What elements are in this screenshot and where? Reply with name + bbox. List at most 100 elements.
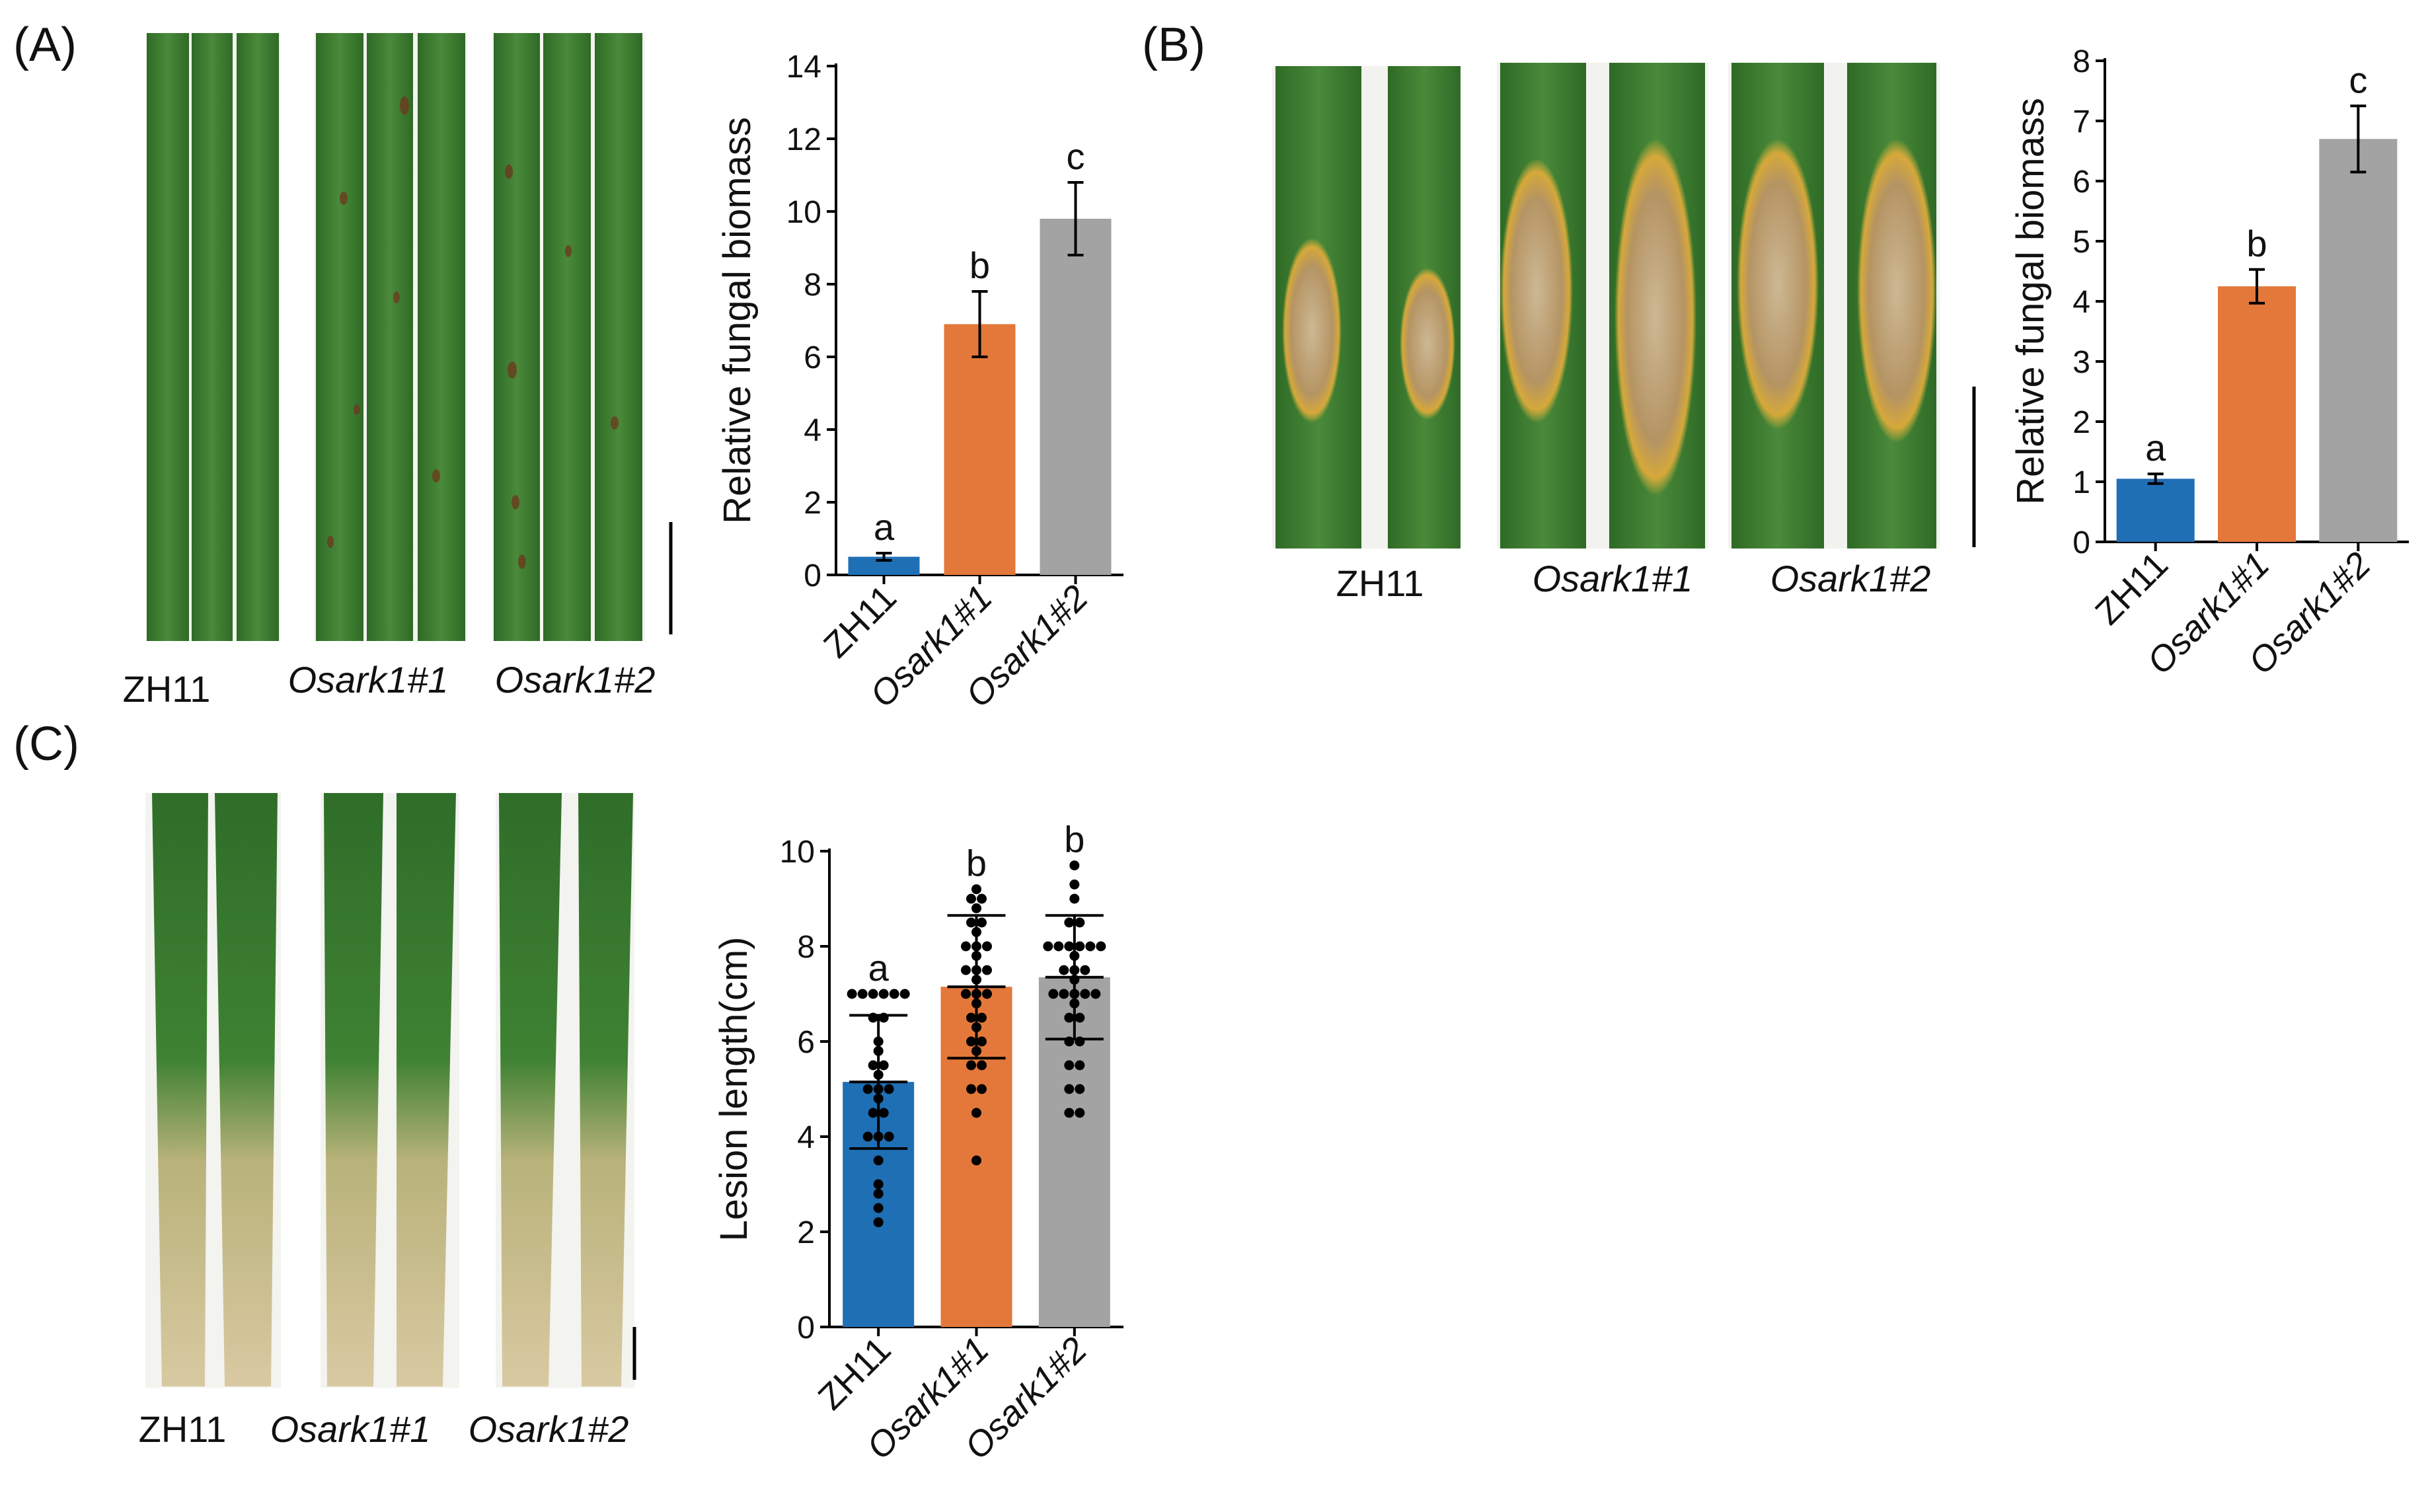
data-point-osark1-1 bbox=[966, 893, 976, 904]
data-point-zh11 bbox=[899, 989, 910, 999]
data-point-osark1-2 bbox=[1096, 941, 1106, 952]
panel-label-a: (A) bbox=[13, 19, 77, 71]
data-point-zh11 bbox=[878, 989, 889, 999]
significance-letter: a bbox=[874, 506, 895, 548]
data-point-osark1-2 bbox=[1075, 1108, 1085, 1118]
data-point-zh11 bbox=[868, 1060, 878, 1071]
significance-letter: b bbox=[2246, 223, 2267, 264]
data-point-zh11 bbox=[884, 1131, 894, 1142]
data-point-zh11 bbox=[862, 1131, 873, 1142]
panel-a-leaves-osark1-2 bbox=[492, 33, 645, 641]
data-point-osark1-1 bbox=[982, 989, 992, 999]
data-point-osark1-2 bbox=[1090, 989, 1101, 999]
data-point-osark1-1 bbox=[977, 1060, 987, 1071]
significance-letter: a bbox=[868, 947, 890, 989]
y-axis-label: Relative fungal biomass bbox=[2009, 98, 2052, 505]
bar-osark1-2 bbox=[2319, 139, 2398, 543]
y-tick-label: 1 bbox=[2072, 465, 2090, 500]
panel-c-leaves-zh11 bbox=[145, 793, 281, 1388]
data-point-osark1-2 bbox=[1043, 941, 1053, 952]
data-point-osark1-2 bbox=[1075, 1084, 1085, 1094]
x-tick-label-zh11: ZH11 bbox=[816, 578, 904, 665]
y-tick-label: 8 bbox=[797, 930, 815, 965]
data-point-zh11 bbox=[857, 989, 868, 999]
bar-osark1-2 bbox=[1040, 219, 1112, 575]
data-point-osark1-2 bbox=[1069, 893, 1080, 904]
panel-b-leaves-osark1-2 bbox=[1728, 63, 1940, 548]
y-tick-label: 10 bbox=[780, 835, 815, 870]
y-tick-label: 12 bbox=[786, 122, 821, 157]
data-point-zh11 bbox=[868, 1108, 878, 1118]
data-point-zh11 bbox=[847, 989, 857, 999]
y-tick-label: 10 bbox=[786, 195, 821, 230]
data-point-osark1-1 bbox=[966, 1084, 976, 1094]
data-point-osark1-2 bbox=[1064, 941, 1075, 952]
y-tick-label: 2 bbox=[797, 1215, 815, 1250]
y-tick-label: 7 bbox=[2072, 104, 2090, 139]
data-point-osark1-2 bbox=[1080, 989, 1090, 999]
data-point-osark1-2 bbox=[1080, 965, 1090, 975]
y-tick-label: 0 bbox=[2072, 525, 2090, 560]
data-point-osark1-2 bbox=[1064, 917, 1075, 928]
panel-c-photo-label-zh11: ZH11 bbox=[139, 1408, 227, 1450]
y-tick-label: 6 bbox=[2072, 165, 2090, 200]
data-point-osark1-2 bbox=[1075, 941, 1085, 952]
data-point-zh11 bbox=[868, 989, 878, 999]
y-axis-label: Relative fungal biomass bbox=[716, 117, 759, 524]
data-point-zh11 bbox=[884, 1084, 894, 1094]
y-tick-label: 8 bbox=[2072, 44, 2090, 79]
data-point-osark1-1 bbox=[971, 1155, 981, 1166]
x-tick-label-zh11: ZH11 bbox=[811, 1330, 899, 1418]
data-point-osark1-2 bbox=[1075, 917, 1085, 928]
panel-label-c: (C) bbox=[13, 718, 79, 771]
significance-letter: b bbox=[1064, 819, 1084, 860]
data-point-osark1-2 bbox=[1075, 1060, 1085, 1071]
data-point-osark1-1 bbox=[977, 1012, 987, 1023]
y-tick-label: 4 bbox=[797, 1120, 815, 1155]
data-point-osark1-1 bbox=[961, 941, 971, 952]
bar-zh11 bbox=[2116, 478, 2195, 542]
y-tick-label: 2 bbox=[804, 486, 821, 521]
y-tick-label: 0 bbox=[804, 558, 821, 593]
y-tick-label: 4 bbox=[804, 413, 821, 448]
panel-a-photo-label-osark1-1: Osark1#1 bbox=[288, 659, 449, 700]
data-point-osark1-2 bbox=[1069, 879, 1080, 889]
panel-b-photo-label-osark1-2: Osark1#2 bbox=[1770, 558, 1931, 599]
data-point-osark1-2 bbox=[1069, 860, 1080, 871]
data-point-osark1-1 bbox=[977, 1036, 987, 1047]
data-point-osark1-1 bbox=[966, 1060, 976, 1071]
y-tick-label: 6 bbox=[804, 340, 821, 375]
bar-osark1-1 bbox=[944, 324, 1016, 575]
significance-letter: b bbox=[969, 245, 990, 286]
data-point-osark1-2 bbox=[1064, 1012, 1075, 1023]
data-point-zh11 bbox=[873, 1188, 884, 1199]
data-point-osark1-1 bbox=[977, 1084, 987, 1094]
data-point-osark1-1 bbox=[966, 1012, 976, 1023]
y-tick-label: 14 bbox=[786, 50, 821, 85]
panel-b-leaves-zh11 bbox=[1272, 66, 1461, 548]
panel-a-leaves-osark1-1 bbox=[314, 33, 467, 641]
data-point-osark1-1 bbox=[977, 893, 987, 904]
data-point-osark1-2 bbox=[1059, 965, 1069, 975]
significance-letter: a bbox=[2145, 427, 2166, 469]
data-point-osark1-1 bbox=[982, 941, 992, 952]
y-tick-label: 0 bbox=[797, 1310, 815, 1345]
y-tick-label: 3 bbox=[2072, 345, 2090, 380]
y-tick-label: 6 bbox=[797, 1025, 815, 1060]
data-point-osark1-2 bbox=[1064, 1108, 1075, 1118]
data-point-osark1-1 bbox=[982, 965, 992, 975]
y-tick-label: 2 bbox=[2072, 405, 2090, 440]
panel-c-leaf-photo bbox=[145, 793, 636, 1388]
panel-c-photo-label-osark1-1: Osark1#1 bbox=[270, 1408, 431, 1450]
data-point-osark1-2 bbox=[1085, 941, 1096, 952]
significance-letter: b bbox=[966, 843, 987, 884]
panel-b-leaf-photo bbox=[1272, 63, 1976, 548]
panel-b-leaves-osark1-1 bbox=[1497, 63, 1708, 548]
significance-letter: c bbox=[2349, 59, 2367, 100]
y-tick-label: 8 bbox=[804, 268, 821, 303]
data-point-osark1-1 bbox=[971, 1108, 981, 1118]
